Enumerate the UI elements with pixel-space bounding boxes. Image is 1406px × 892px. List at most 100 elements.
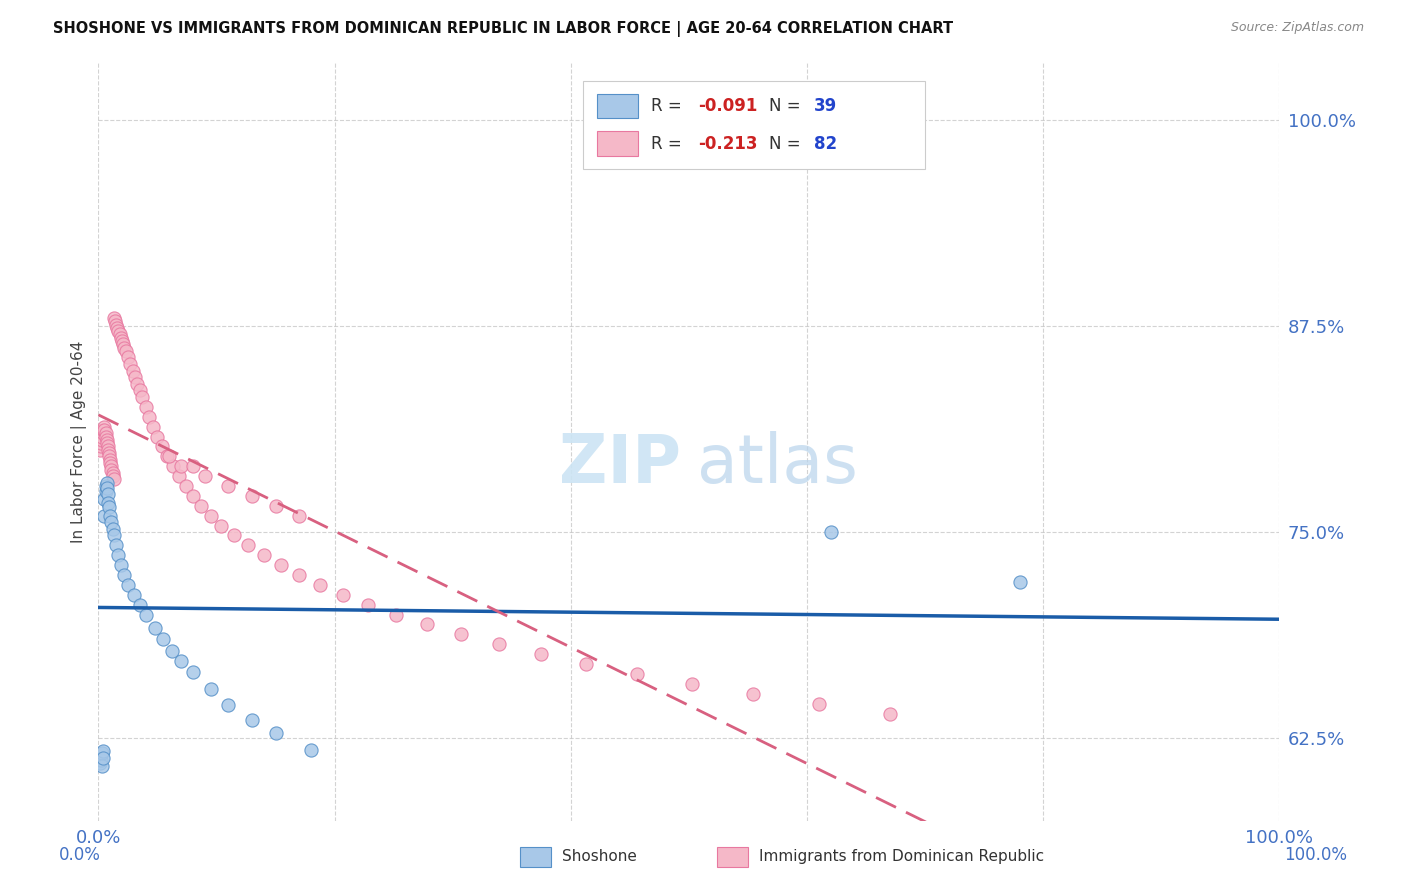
Point xyxy=(357,598,380,612)
Point xyxy=(110,558,132,573)
Point xyxy=(112,568,135,582)
Point xyxy=(101,522,124,536)
Point xyxy=(93,423,115,437)
Point xyxy=(240,713,263,727)
Text: N =: N = xyxy=(769,96,806,115)
Bar xyxy=(520,847,551,867)
Point xyxy=(89,442,111,457)
Point xyxy=(807,697,830,711)
Point xyxy=(114,343,136,358)
Point xyxy=(94,429,117,443)
Point xyxy=(111,334,134,348)
Point xyxy=(112,341,135,355)
Point xyxy=(110,331,132,345)
Text: Shoshone: Shoshone xyxy=(562,849,637,863)
Point xyxy=(101,466,124,480)
Point xyxy=(217,479,239,493)
Point xyxy=(100,459,122,474)
Point xyxy=(128,598,150,612)
Point xyxy=(162,459,184,474)
Point xyxy=(117,351,139,365)
Point xyxy=(91,426,114,441)
Point xyxy=(332,588,354,602)
Point xyxy=(181,489,204,503)
Point xyxy=(91,744,114,758)
Text: R =: R = xyxy=(651,135,688,153)
Point xyxy=(200,681,222,696)
Point xyxy=(138,409,160,424)
Point xyxy=(93,419,115,434)
Point xyxy=(98,456,121,470)
Point xyxy=(108,327,131,342)
Point xyxy=(89,756,111,770)
Text: Source: ZipAtlas.com: Source: ZipAtlas.com xyxy=(1230,21,1364,34)
Point xyxy=(94,426,117,441)
Text: R =: R = xyxy=(651,96,688,115)
Point xyxy=(105,318,128,332)
Point xyxy=(385,607,408,622)
Point xyxy=(450,627,472,641)
Point xyxy=(100,516,122,530)
Point xyxy=(98,500,121,515)
Point xyxy=(90,436,112,450)
Point xyxy=(879,706,901,721)
Point xyxy=(127,376,149,391)
Point xyxy=(121,364,143,378)
Point xyxy=(107,324,129,338)
Point xyxy=(270,558,292,573)
Point xyxy=(91,759,114,773)
Point xyxy=(103,472,125,486)
Point xyxy=(170,654,193,668)
Y-axis label: In Labor Force | Age 20-64: In Labor Force | Age 20-64 xyxy=(72,341,87,542)
Point xyxy=(488,637,510,651)
Point xyxy=(105,320,128,334)
Point xyxy=(170,459,193,474)
Point xyxy=(181,665,204,680)
Point xyxy=(91,423,114,437)
Point xyxy=(101,469,124,483)
Point xyxy=(682,677,704,691)
Point xyxy=(94,483,117,498)
Point xyxy=(135,400,157,414)
Point xyxy=(209,518,232,533)
Point xyxy=(150,440,173,454)
Point xyxy=(1008,574,1031,589)
Point xyxy=(104,314,127,328)
Point xyxy=(105,538,128,552)
Point xyxy=(200,508,222,523)
Text: -0.213: -0.213 xyxy=(699,135,758,153)
Text: atlas: atlas xyxy=(697,432,858,497)
Point xyxy=(240,489,263,503)
Point xyxy=(264,499,287,513)
Point xyxy=(98,508,121,523)
Point xyxy=(97,440,120,454)
Point xyxy=(91,429,114,443)
Text: N =: N = xyxy=(769,135,806,153)
Point xyxy=(309,578,332,592)
Bar xyxy=(717,847,748,867)
Point xyxy=(152,632,174,647)
Point xyxy=(135,607,157,622)
Point xyxy=(143,621,166,635)
Point xyxy=(174,479,197,493)
Text: 0.0%: 0.0% xyxy=(59,846,101,863)
FancyBboxPatch shape xyxy=(582,81,925,169)
Point xyxy=(288,568,311,582)
Point xyxy=(91,751,114,765)
Text: 39: 39 xyxy=(814,96,838,115)
Point xyxy=(103,528,125,542)
Text: ZIP: ZIP xyxy=(558,432,681,497)
Point xyxy=(194,469,217,483)
Text: 100.0%: 100.0% xyxy=(1284,846,1347,863)
Point xyxy=(97,487,120,501)
Text: Immigrants from Dominican Republic: Immigrants from Dominican Republic xyxy=(759,849,1045,863)
Point xyxy=(224,528,246,542)
Point xyxy=(97,495,120,509)
Point xyxy=(157,450,180,464)
Point xyxy=(217,698,239,713)
Point xyxy=(90,440,112,454)
Point xyxy=(626,667,648,681)
FancyBboxPatch shape xyxy=(596,131,638,156)
Point xyxy=(131,390,153,404)
Point xyxy=(91,746,114,760)
